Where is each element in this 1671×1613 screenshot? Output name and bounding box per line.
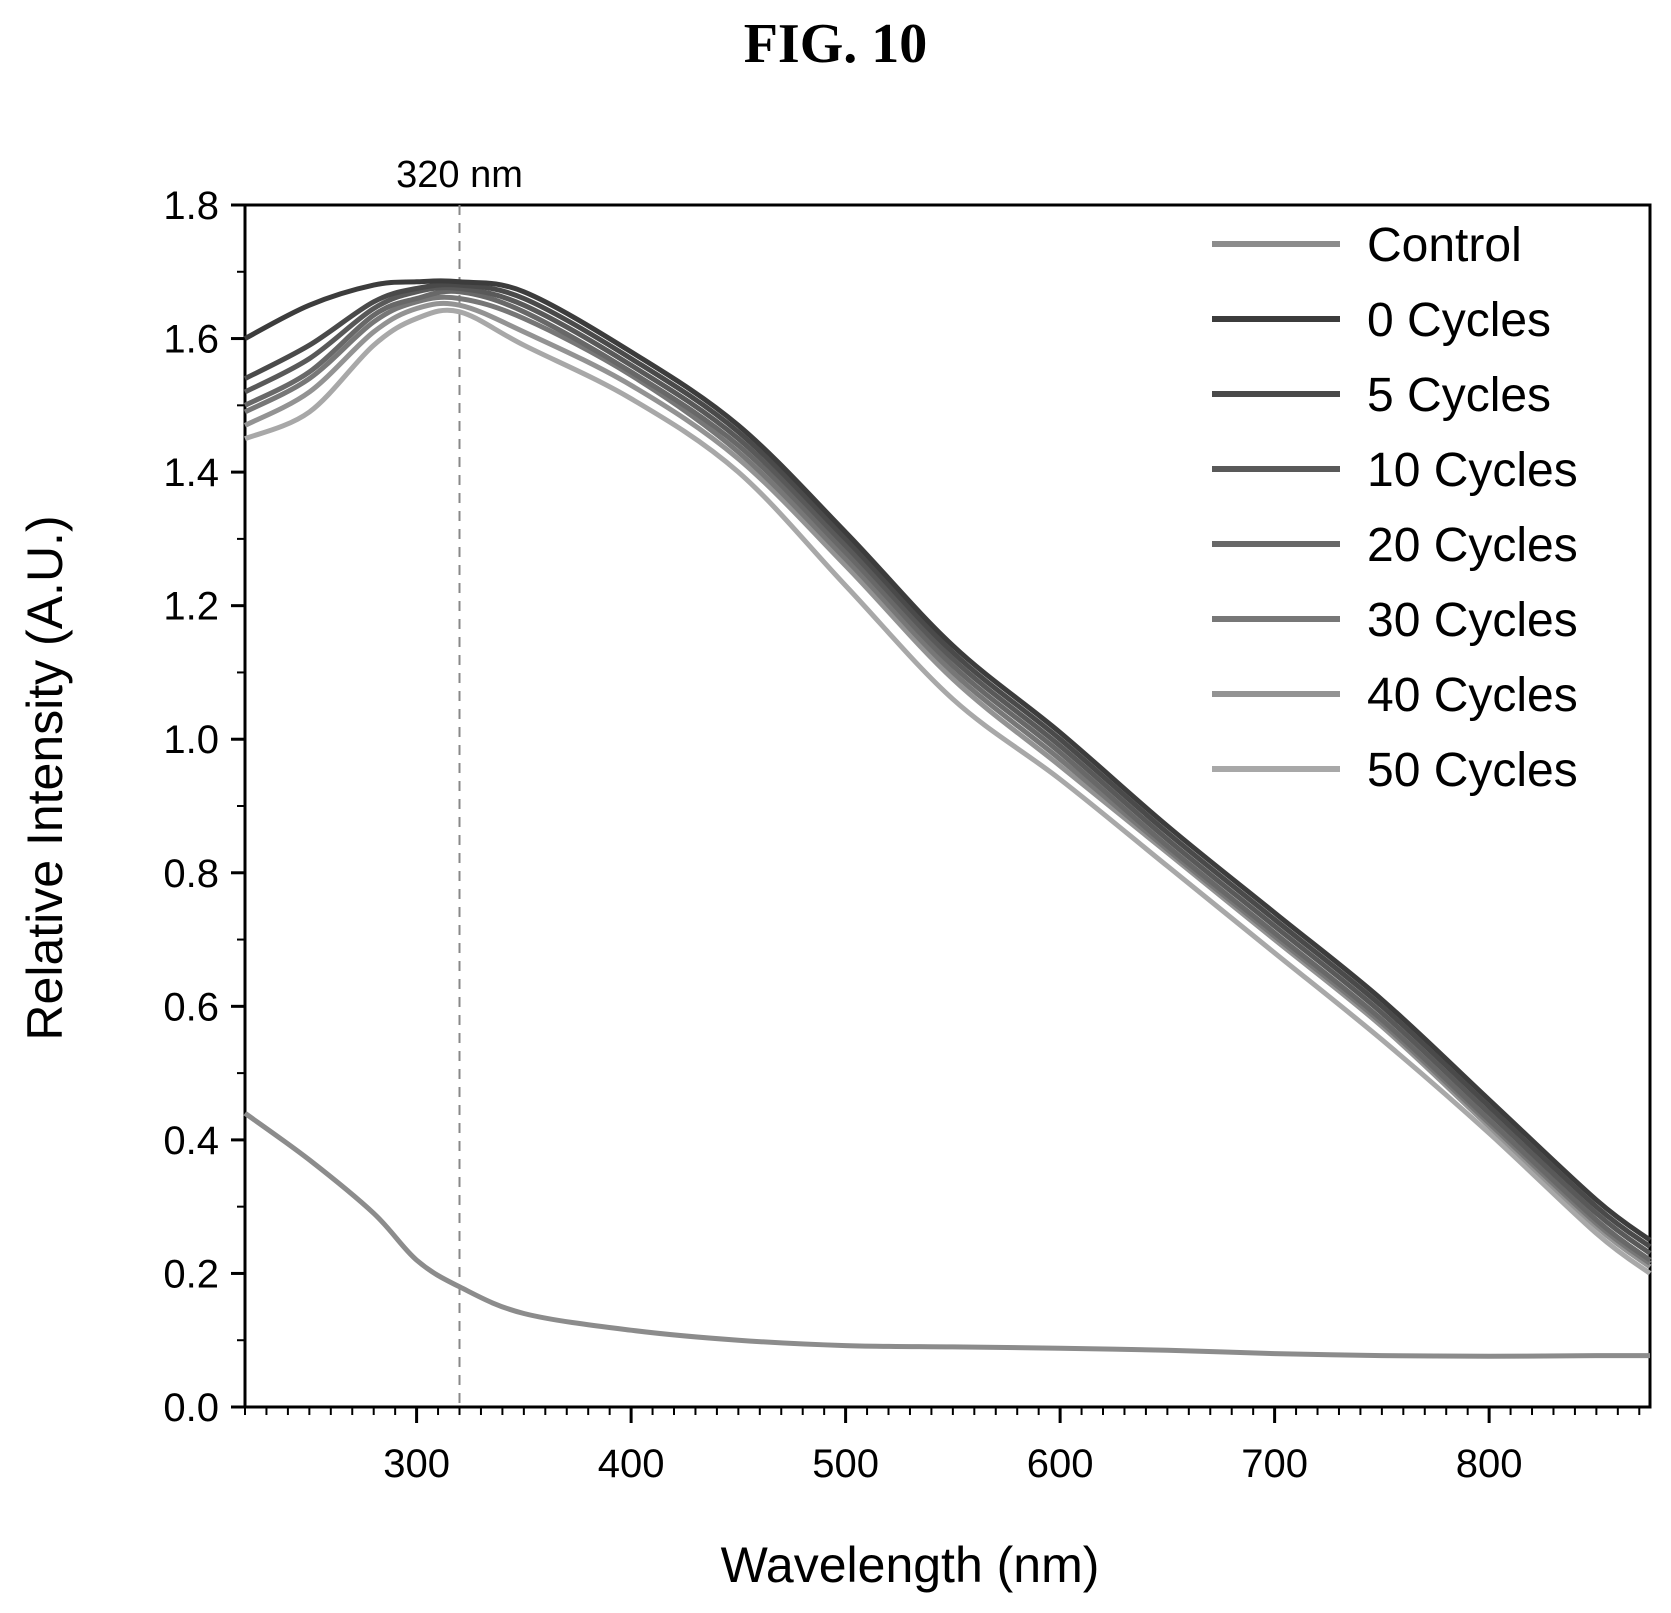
- legend-label-5-cycles: 5 Cycles: [1367, 369, 1551, 422]
- y-axis-ticks: 0.0 0.2 0.4 0.6 0.8 1.0 1.2 1.4 1.6 1.8: [163, 184, 245, 1430]
- y-tick-label: 0.4: [163, 1119, 219, 1163]
- y-tick-label: 0.8: [163, 852, 219, 896]
- y-tick-label: 1.4: [163, 451, 219, 495]
- legend-label-50-cycles: 50 Cycles: [1367, 744, 1578, 797]
- series-line-50-cycles: [244, 307, 1652, 1276]
- y-tick-label: 0.0: [163, 1386, 219, 1430]
- x-tick-label: 300: [383, 1442, 450, 1486]
- x-tick-label: 400: [598, 1442, 665, 1486]
- y-tick-label: 1.6: [163, 318, 219, 362]
- legend-label-20-cycles: 20 Cycles: [1367, 519, 1578, 572]
- legend-label-30-cycles: 30 Cycles: [1367, 594, 1578, 647]
- legend-label-control: Control: [1367, 219, 1522, 272]
- y-tick-label: 1.0: [163, 718, 219, 762]
- x-axis-title: Wavelength (nm): [721, 1537, 1100, 1593]
- legend-label-40-cycles: 40 Cycles: [1367, 669, 1578, 722]
- x-tick-label: 600: [1027, 1442, 1094, 1486]
- y-tick-label: 1.8: [163, 184, 219, 228]
- y-tick-label: 1.2: [163, 585, 219, 629]
- annotation-320nm-label: 320 nm: [396, 154, 523, 196]
- series-line-20-cycles: [243, 288, 1652, 1263]
- y-axis-title: Relative Intensity (A.U.): [17, 515, 73, 1040]
- legend-label-10-cycles: 10 Cycles: [1367, 444, 1578, 497]
- legend-label-0-cycles: 0 Cycles: [1367, 294, 1551, 347]
- figure-title: FIG. 10: [743, 13, 928, 75]
- x-tick-label: 800: [1456, 1442, 1523, 1486]
- x-tick-label: 700: [1241, 1442, 1308, 1486]
- y-tick-label: 0.2: [163, 1252, 219, 1296]
- series-line-0-cycles: [243, 278, 1652, 1243]
- series-line-5-cycles: [243, 282, 1652, 1249]
- y-tick-label: 0.6: [163, 985, 219, 1029]
- legend: Control 0 Cycles 5 Cycles 10 Cycles 20 Cycle…: [1212, 219, 1578, 797]
- series-lines: [243, 278, 1652, 1359]
- series-line-control: [243, 1111, 1651, 1359]
- x-axis-ticks: 300 400 500 600 700 800: [244, 1407, 1641, 1486]
- series-line-10-cycles: [243, 285, 1652, 1256]
- x-tick-label: 500: [812, 1442, 879, 1486]
